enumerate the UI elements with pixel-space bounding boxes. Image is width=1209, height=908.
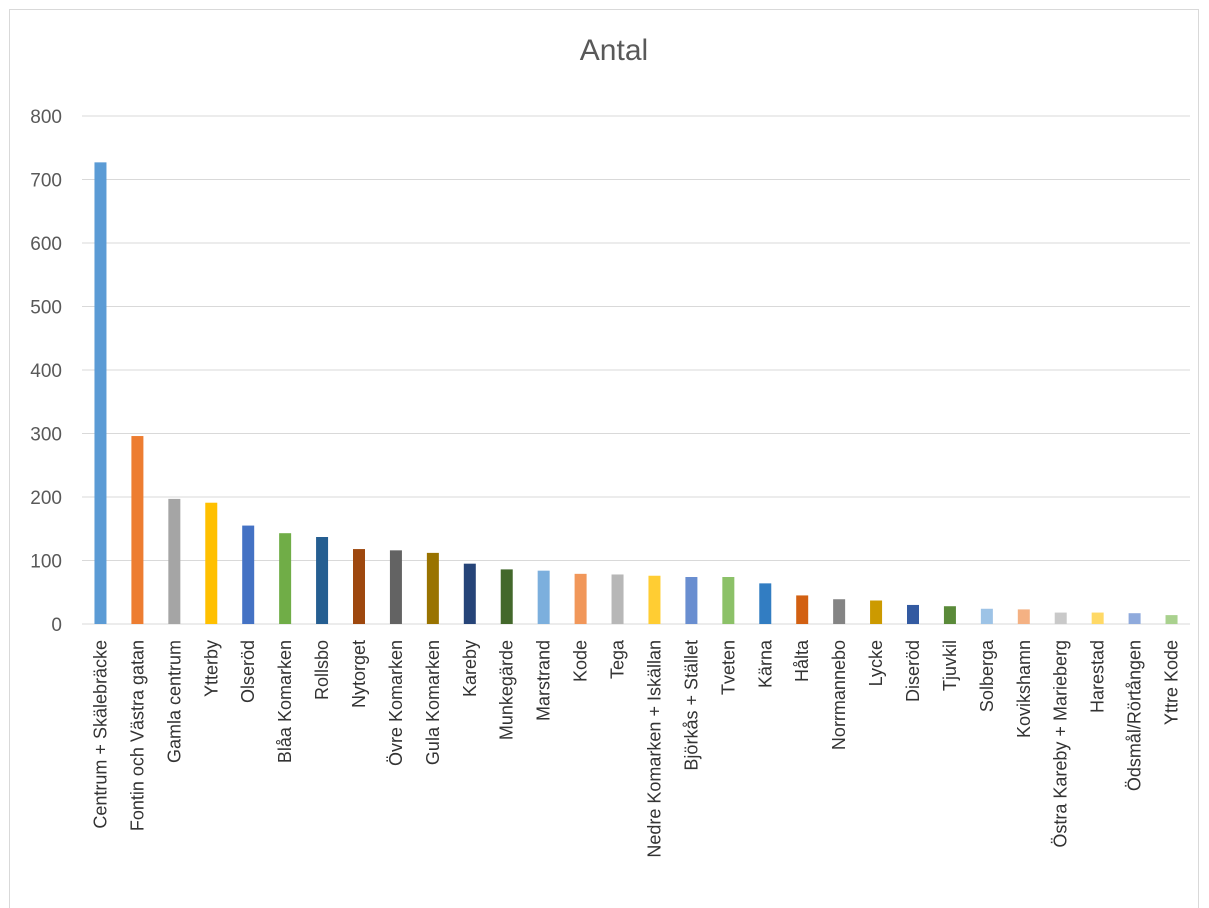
x-tick-label: Nedre Komarken + Iskällan xyxy=(644,640,664,858)
bar xyxy=(242,525,255,624)
bar xyxy=(537,570,550,624)
x-tick-label: Kode xyxy=(571,640,591,682)
x-tick-label: Ödsmål/Rörtången xyxy=(1125,640,1145,791)
y-tick-label: 100 xyxy=(30,552,62,573)
bar xyxy=(943,606,956,624)
y-tick-label: 800 xyxy=(30,107,62,128)
x-tick-label: Norrmannebo xyxy=(829,640,849,750)
y-tick-label: 200 xyxy=(30,488,62,509)
bar xyxy=(796,595,809,624)
bar xyxy=(1128,613,1141,624)
bar xyxy=(279,533,292,624)
bar xyxy=(611,574,624,624)
bar xyxy=(722,577,735,624)
bar xyxy=(907,604,919,624)
y-tick-label: 700 xyxy=(30,171,62,192)
y-tick-label: 500 xyxy=(30,298,62,319)
x-tick-label: Munkegärde xyxy=(497,640,517,740)
x-tick-label: Harestad xyxy=(1088,640,1108,713)
x-tick-label: Tveten xyxy=(718,640,738,695)
x-tick-label: Tjuvkil xyxy=(940,640,960,691)
bar xyxy=(389,550,402,624)
bar xyxy=(759,583,772,624)
x-tick-label: Övre Komarken xyxy=(386,640,406,766)
x-tick-label: Ytterby xyxy=(201,640,221,697)
x-tick-label: Tega xyxy=(608,639,628,679)
x-tick-label: Östra Kareby + Marieberg xyxy=(1051,640,1071,848)
bar xyxy=(463,563,476,624)
bar xyxy=(205,502,218,624)
bar xyxy=(1165,615,1178,624)
bar xyxy=(1017,609,1030,624)
bar xyxy=(574,573,587,624)
chart-title: Antal xyxy=(580,34,648,67)
y-tick-label: 300 xyxy=(30,425,62,446)
x-tick-label: Marstrand xyxy=(534,640,554,721)
x-tick-label: Solberga xyxy=(977,639,997,712)
chart-frame xyxy=(9,9,1199,908)
x-tick-label: Hålta xyxy=(792,639,812,682)
x-tick-label: Björkås + Stället xyxy=(681,640,701,771)
x-tick-label: Kareby xyxy=(460,640,480,697)
bars xyxy=(94,162,1178,625)
x-tick-label: Kovikshamn xyxy=(1014,640,1034,738)
bar xyxy=(685,577,698,624)
x-tick-label: Olseröd xyxy=(238,640,258,703)
bar xyxy=(353,549,365,624)
bar xyxy=(1091,612,1104,624)
x-tick-label: Rollsbo xyxy=(312,640,332,700)
x-tick-label: Nytorget xyxy=(349,640,369,708)
bar xyxy=(1054,612,1067,624)
bar xyxy=(168,498,181,624)
x-tick-label: Fontin och Västra gatan xyxy=(127,640,147,831)
bar xyxy=(833,599,846,624)
bar xyxy=(94,162,107,625)
bar xyxy=(316,537,329,624)
bar xyxy=(131,436,144,624)
bar xyxy=(870,600,883,624)
x-tick-label: Kärna xyxy=(755,639,775,688)
gridlines xyxy=(82,115,1190,625)
bar xyxy=(980,608,993,624)
bar xyxy=(648,575,661,624)
x-tick-label: Yttre Kode xyxy=(1162,640,1182,725)
y-tick-label: 0 xyxy=(51,615,62,636)
y-tick-label: 400 xyxy=(30,361,62,382)
x-tick-label: Centrum + Skälebräcke xyxy=(90,640,110,829)
bar xyxy=(426,552,439,624)
x-axis-ticks: Centrum + Skälebräcke Fontin och Västra g… xyxy=(90,639,1181,858)
x-tick-label: Blåa Komarken xyxy=(275,640,295,763)
y-tick-label: 600 xyxy=(30,234,62,255)
x-tick-label: Gula Komarken xyxy=(423,640,443,765)
x-tick-label: Lycke xyxy=(866,640,886,686)
y-axis-ticks: 0 100 200 300 400 500 600 700 800 xyxy=(30,107,62,636)
x-tick-label: Gamla centrum xyxy=(164,640,184,763)
x-tick-label: Diseröd xyxy=(903,640,923,702)
bar xyxy=(500,569,513,624)
